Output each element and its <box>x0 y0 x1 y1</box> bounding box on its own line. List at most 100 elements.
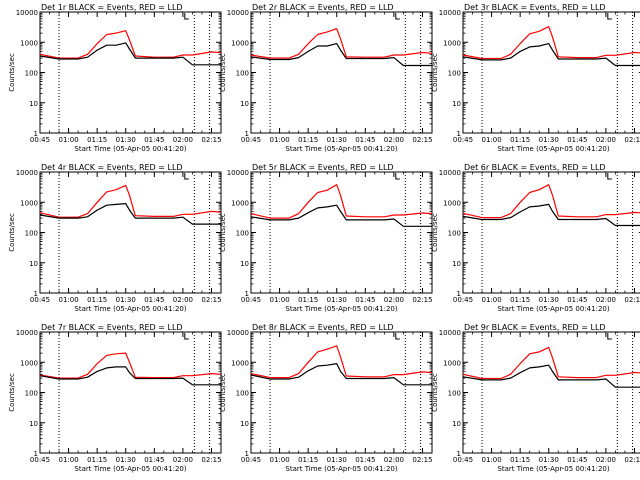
x-tick-label: 00:45 <box>241 136 261 144</box>
panel-title: Det 4r BLACK = Events, RED = LLD <box>41 163 183 172</box>
y-tick-label: 1000 <box>443 199 461 207</box>
x-tick-label: 01:45 <box>355 136 375 144</box>
x-tick-label: 01:15 <box>87 296 107 304</box>
series-events-line <box>250 204 432 227</box>
x-tick-label: 02:00 <box>596 296 616 304</box>
series-events-line <box>250 42 432 67</box>
x-axis-label: Start Time (05-Apr-05 00:41:20) <box>285 305 397 313</box>
panel-det-8r: Det 8r BLACK = Events, RED = LLD 1 10 100 10… <box>219 323 433 473</box>
panel-title: Det 5r BLACK = Events, RED = LLD <box>252 163 394 172</box>
panel-det-4r: Det 4r BLACK = Events, RED = LLD 1 10 100 10… <box>8 163 222 313</box>
x-tick-label: 01:45 <box>567 296 587 304</box>
x-tick-label: 01:00 <box>269 456 289 464</box>
x-tick-label: 01:45 <box>144 136 164 144</box>
panel-title: Det 3r BLACK = Events, RED = LLD <box>464 3 606 12</box>
x-tick-label: 01:00 <box>269 296 289 304</box>
y-tick-label: 1000 <box>443 359 461 367</box>
y-axis-label: Counts/sec <box>219 213 227 252</box>
x-tick-label: 01:45 <box>144 456 164 464</box>
panel-title: Det 8r BLACK = Events, RED = LLD <box>252 323 394 332</box>
x-tick-label: 02:00 <box>384 136 404 144</box>
x-tick-label: 01:00 <box>58 136 78 144</box>
x-tick-label: 01:15 <box>510 136 530 144</box>
y-tick-label: 1000 <box>443 39 461 47</box>
series-lld-line <box>250 28 433 59</box>
y-tick-label: 1 <box>457 130 461 138</box>
y-tick-label: 10 <box>240 100 249 108</box>
y-axis-label: Counts/sec <box>431 213 439 252</box>
x-tick-label: 01:30 <box>327 136 347 144</box>
x-tick-label: 01:15 <box>87 456 107 464</box>
panel-title: Det 9r BLACK = Events, RED = LLD <box>464 323 606 332</box>
interval-marker <box>184 333 189 340</box>
y-axis-label: Counts/sec <box>219 53 227 92</box>
y-tick-label: 1 <box>457 290 461 298</box>
x-axis-label: Start Time (05-Apr-05 00:41:20) <box>74 465 186 473</box>
x-tick-label: 01:15 <box>510 456 530 464</box>
plot-frame <box>462 11 640 134</box>
x-tick-label: 00:45 <box>30 136 50 144</box>
x-tick-label: 01:00 <box>269 136 289 144</box>
panel-det-3r: Det 3r BLACK = Events, RED = LLD 1 10 100 10… <box>431 3 640 153</box>
panel-det-7r: Det 7r BLACK = Events, RED = LLD 1 10 100 10… <box>8 323 222 473</box>
plot-frame <box>462 171 640 294</box>
y-axis-label: Counts/sec <box>8 53 16 92</box>
y-tick-label: 100 <box>236 230 249 238</box>
panel-det-6r: Det 6r BLACK = Events, RED = LLD 1 10 100 10… <box>431 163 640 313</box>
x-tick-label: 00:45 <box>241 456 261 464</box>
x-tick-label: 02:15 <box>201 296 221 304</box>
x-tick-label: 02:15 <box>412 136 432 144</box>
x-tick-label: 01:00 <box>481 296 501 304</box>
interval-marker <box>607 173 612 180</box>
panel-det-9r: Det 9r BLACK = Events, RED = LLD 1 10 100 10… <box>431 323 640 473</box>
panel-title: Det 6r BLACK = Events, RED = LLD <box>464 163 606 172</box>
x-tick-label: 01:45 <box>567 136 587 144</box>
y-tick-label: 1 <box>34 450 38 458</box>
x-tick-label: 01:00 <box>58 456 78 464</box>
x-tick-label: 02:15 <box>412 296 432 304</box>
y-axis-label: Counts/sec <box>8 213 16 252</box>
x-tick-label: 01:15 <box>298 296 318 304</box>
y-tick-label: 1000 <box>231 359 249 367</box>
x-tick-label: 01:15 <box>298 136 318 144</box>
x-tick-label: 00:45 <box>241 296 261 304</box>
x-tick-label: 01:45 <box>144 296 164 304</box>
x-tick-label: 02:15 <box>624 296 640 304</box>
series-events-line <box>250 363 432 386</box>
y-axis-label: Counts/sec <box>431 373 439 412</box>
series-lld-line <box>462 184 640 219</box>
panel-title: Det 2r BLACK = Events, RED = LLD <box>252 3 394 12</box>
y-axis-label: Counts/sec <box>8 373 16 412</box>
y-tick-label: 100 <box>448 390 461 398</box>
x-tick-label: 02:00 <box>596 136 616 144</box>
y-tick-label: 10 <box>240 260 249 268</box>
x-tick-label: 02:15 <box>412 456 432 464</box>
y-tick-label: 10000 <box>227 9 249 17</box>
y-tick-label: 1000 <box>20 39 38 47</box>
x-tick-label: 01:45 <box>567 456 587 464</box>
x-axis-label: Start Time (05-Apr-05 00:41:20) <box>74 145 186 153</box>
x-axis-label: Start Time (05-Apr-05 00:41:20) <box>497 305 609 313</box>
plot-frame <box>462 331 640 454</box>
y-tick-label: 10000 <box>439 169 461 177</box>
series-events-line <box>462 203 640 227</box>
y-tick-label: 10 <box>240 420 249 428</box>
x-tick-label: 02:00 <box>384 296 404 304</box>
x-tick-label: 01:45 <box>355 456 375 464</box>
x-tick-label: 01:30 <box>327 296 347 304</box>
y-tick-label: 100 <box>25 70 38 78</box>
y-tick-label: 100 <box>448 70 461 78</box>
x-axis-label: Start Time (05-Apr-05 00:41:20) <box>497 465 609 473</box>
x-tick-label: 00:45 <box>30 296 50 304</box>
interval-marker <box>607 13 612 20</box>
y-tick-label: 1 <box>245 130 249 138</box>
x-tick-label: 02:00 <box>596 456 616 464</box>
interval-marker <box>184 173 189 180</box>
x-axis-label: Start Time (05-Apr-05 00:41:20) <box>497 145 609 153</box>
panel-title: Det 7r BLACK = Events, RED = LLD <box>41 323 183 332</box>
x-axis-label: Start Time (05-Apr-05 00:41:20) <box>285 145 397 153</box>
x-tick-label: 00:45 <box>453 296 473 304</box>
y-tick-label: 100 <box>236 70 249 78</box>
y-tick-label: 1000 <box>20 359 38 367</box>
panel-title: Det 1r BLACK = Events, RED = LLD <box>41 3 183 12</box>
